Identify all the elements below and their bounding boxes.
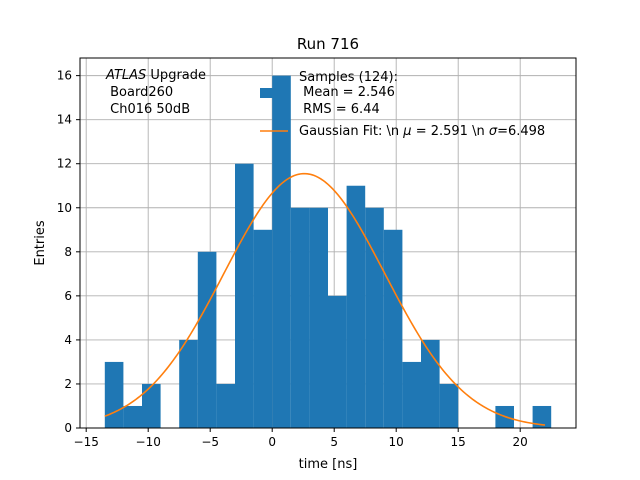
histogram-bar-23 [532,405,552,428]
y-tick-label-8: 16 [57,69,72,83]
y-tick-label-3: 6 [64,289,72,303]
legend-fit-part-2: = 2.591 \n [412,124,489,139]
legend-fit-mu: μ [402,124,411,139]
y-tick-label-6: 12 [57,157,72,171]
y-axis-label: Entries [33,220,48,266]
histogram-bar-5 [197,251,217,428]
legend-fit-label: Gaussian Fit: \n μ = 2.591 \n σ=6.498 [299,124,545,139]
x-axis-label: time [ns] [299,457,358,472]
x-tick-label-5: 10 [389,435,404,449]
legend-fit-sigma: σ [489,124,498,139]
histogram-bar-0 [104,361,124,428]
legend-histogram-swatch [260,88,288,98]
histogram-bar-4 [179,339,198,428]
y-tick-label-1: 2 [64,377,72,391]
histogram-bar-1 [123,405,142,428]
histogram-bar-16 [402,361,421,428]
annotation-atlas-italic: ATLAS [105,68,146,83]
histogram-bar-17 [421,339,440,428]
x-tick-label-0: −15 [74,435,99,449]
x-tick-label-2: −5 [201,435,219,449]
legend-fit-part-1: Gaussian Fit: \n [299,124,403,139]
histogram-bar-13 [346,185,366,428]
x-tick-label-6: 15 [451,435,466,449]
y-tick-label-4: 8 [64,245,72,259]
y-tick-label-2: 4 [64,333,72,347]
histogram-bar-7 [235,163,254,428]
annotation-line-2: Board260 [106,85,173,100]
histogram-bar-2 [142,383,161,428]
histogram-bar-11 [309,207,328,428]
chart-title: Run 716 [297,35,359,53]
y-tick-label-5: 10 [57,201,72,215]
histogram-bar-12 [328,295,347,428]
histogram-bar-9 [272,75,291,428]
x-tick-label-4: 5 [330,435,338,449]
histogram-bars [104,75,552,428]
gaussian-fit-layer [104,172,546,426]
legend-histogram-line-1: Samples (124): [299,70,398,85]
histogram-bar-8 [253,229,273,428]
annotation-upgrade: Upgrade [150,68,206,83]
x-axis-ticks: −15 −10 −5 0 5 10 15 20 [74,428,528,449]
x-tick-label-3: 0 [268,435,276,449]
histogram-bar-10 [290,207,310,428]
plot-frame [79,57,577,429]
y-tick-label-0: 0 [64,421,72,435]
legend: Samples (124): Mean = 2.546 RMS = 6.44 G… [260,70,545,139]
annotation-line-1: ATLAS Upgrade [105,68,206,83]
histogram-bar-6 [216,383,235,428]
legend-fit-part-3: =6.498 [497,124,545,139]
histogram-bar-18 [439,383,459,428]
y-axis-ticks: 0 2 4 6 8 10 12 14 16 [57,69,80,435]
gaussian-fit-curve [104,172,546,426]
x-tick-label-1: −10 [136,435,161,449]
legend-histogram-line-3: RMS = 6.44 [299,102,380,117]
x-tick-label-7: 20 [513,435,528,449]
annotation-line-3: Ch016 50dB [106,102,190,117]
annotation-box: ATLAS Upgrade Board260 Ch016 50dB [105,68,206,117]
histogram-bar-15 [383,229,403,428]
y-tick-label-7: 14 [57,113,72,127]
legend-histogram-line-2: Mean = 2.546 [299,85,395,100]
